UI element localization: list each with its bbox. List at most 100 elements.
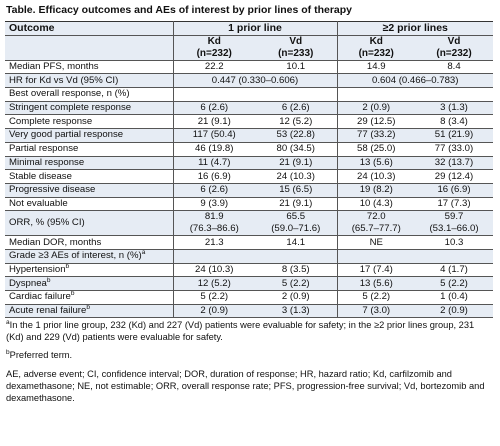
cell-vd1: 21 (9.1) — [255, 155, 338, 170]
cell-vd2: 59.7 (53.1–66.0) — [415, 210, 494, 236]
cell-vd2: 17 (7.3) — [415, 196, 494, 211]
cell-kd1: 81.9 (76.3–86.6) — [173, 210, 255, 236]
table-row-orr: ORR, % (95% CI) 81.9 (76.3–86.6) 65.5 (59.… — [5, 210, 494, 236]
row-label: Cardiac failureb — [5, 290, 174, 305]
cell-kd2: 13 (5.6) — [337, 276, 415, 291]
cell-kd1: 11 (4.7) — [173, 155, 255, 170]
cell-vd2: 16 (6.9) — [415, 182, 494, 198]
footnotes: aIn the 1 prior line group, 232 (Kd) and… — [6, 320, 492, 404]
cell-vd1: 21 (9.1) — [255, 196, 338, 211]
table-row-dyspnea: Dyspneab 12 (5.2) 5 (2.2) 13 (5.6) 5 (2.… — [5, 276, 494, 291]
cell-kd1: 22.2 — [173, 59, 255, 74]
table-row-pfs: Median PFS, months 22.2 10.1 14.9 8.4 — [5, 59, 494, 74]
cell-vd2: 3 (1.3) — [415, 100, 494, 115]
table-row-mr: Minimal response 11 (4.7) 21 (9.1) 13 (5… — [5, 155, 494, 170]
footnote-b: bPreferred term. — [6, 348, 73, 360]
cell-vd2: 5 (2.2) — [415, 276, 494, 291]
cell-vd1: 15 (6.5) — [255, 182, 338, 198]
table-row-cr: Complete response 21 (9.1) 12 (5.2) 29 (… — [5, 114, 494, 129]
cell-kd2: 17 (7.4) — [337, 262, 415, 277]
header-kd-2: Kd (n=232) — [337, 34, 415, 61]
header-row-groups: Outcome 1 prior line ≥2 prior lines — [5, 21, 494, 36]
table-row-acute-renal-failure: Acute renal failureb 2 (0.9) 3 (1.3) 7 (… — [5, 303, 494, 319]
header-vd-1: Vd (n=233) — [255, 34, 338, 61]
row-label: Very good partial response — [5, 128, 174, 143]
cell-kd1: 6 (2.6) — [173, 100, 255, 115]
cell-vd1: 8 (3.5) — [255, 262, 338, 277]
table-row-vgpr: Very good partial response 117 (50.4) 53… — [5, 128, 494, 143]
header-blank — [5, 34, 174, 61]
row-label: Stringent complete response — [5, 100, 174, 115]
row-label: Median PFS, months — [5, 59, 174, 74]
cell-kd1: 46 (19.8) — [173, 141, 255, 156]
row-label: Stable disease — [5, 169, 174, 184]
row-label: Dyspneab — [5, 276, 174, 291]
cell-kd1: 5 (2.2) — [173, 290, 255, 305]
cell-kd2: 29 (12.5) — [337, 114, 415, 129]
cell-kd2: 14.9 — [337, 59, 415, 74]
row-label: Not evaluable — [5, 196, 174, 211]
row-label: Grade ≥3 AEs of interest, n (%)a — [5, 248, 174, 264]
cell-hr-2: 0.604 (0.466–0.783) — [337, 73, 494, 88]
table-row-hypertension: Hypertensionb 24 (10.3) 8 (3.5) 17 (7.4)… — [5, 262, 494, 277]
cell-vd1: 5 (2.2) — [255, 276, 338, 291]
header-group-1-prior: 1 prior line — [173, 21, 338, 36]
cell-vd2: 1 (0.4) — [415, 290, 494, 305]
cell-kd1: 117 (50.4) — [173, 128, 255, 143]
header-outcome: Outcome — [5, 21, 174, 36]
cell-kd2: 5 (2.2) — [337, 290, 415, 305]
table-row-bor-heading: Best overall response, n (%) — [5, 87, 494, 102]
row-label: ORR, % (95% CI) — [5, 210, 174, 236]
cell-vd1: 3 (1.3) — [255, 303, 338, 319]
row-label: Median DOR, months — [5, 235, 174, 250]
cell-vd1: 14.1 — [255, 235, 338, 250]
cell-kd2: 7 (3.0) — [337, 303, 415, 319]
cell-kd2: 58 (25.0) — [337, 141, 415, 156]
cell-vd2: 2 (0.9) — [415, 303, 494, 319]
table-row-cardiac-failure: Cardiac failureb 5 (2.2) 2 (0.9) 5 (2.2)… — [5, 290, 494, 305]
header-vd-2: Vd (n=232) — [415, 34, 494, 61]
row-label: Acute renal failureb — [5, 303, 174, 319]
cell-vd2: 10.3 — [415, 235, 494, 250]
cell-kd1: 16 (6.9) — [173, 169, 255, 184]
header-group-2-prior: ≥2 prior lines — [337, 21, 494, 36]
efficacy-table: Outcome 1 prior line ≥2 prior lines Kd (n… — [5, 21, 494, 319]
row-label: Best overall response, n (%) — [5, 87, 174, 102]
header-row-arms: Kd (n=232) Vd (n=233) Kd (n=232) Vd (n=232) — [5, 34, 494, 61]
table-row-ae-heading: Grade ≥3 AEs of interest, n (%)a — [5, 248, 494, 264]
row-label: Partial response — [5, 141, 174, 156]
cell-kd1: 21 (9.1) — [173, 114, 255, 129]
cell-vd1: 53 (22.8) — [255, 128, 338, 143]
cell-vd1: 10.1 — [255, 59, 338, 74]
cell-vd2: 8 (3.4) — [415, 114, 494, 129]
cell-kd2: NE — [337, 235, 415, 250]
table-row-pr: Partial response 46 (19.8) 80 (34.5) 58 … — [5, 141, 494, 156]
cell-vd1: 65.5 (59.0–71.6) — [255, 210, 338, 236]
table-row-scr: Stringent complete response 6 (2.6) 6 (2… — [5, 100, 494, 115]
cell-vd2: 51 (21.9) — [415, 128, 494, 143]
cell-vd1: 12 (5.2) — [255, 114, 338, 129]
row-label: HR for Kd vs Vd (95% CI) — [5, 73, 174, 88]
cell-vd2: 32 (13.7) — [415, 155, 494, 170]
table-row-sd: Stable disease 16 (6.9) 24 (10.3) 24 (10… — [5, 169, 494, 184]
table-row-hr: HR for Kd vs Vd (95% CI) 0.447 (0.330–0.… — [5, 73, 494, 88]
header-kd-1: Kd (n=232) — [173, 34, 255, 61]
table-title: Table. Efficacy outcomes and AEs of inte… — [6, 4, 352, 16]
cell-vd2: 77 (33.0) — [415, 141, 494, 156]
table-row-pd: Progressive disease 6 (2.6) 15 (6.5) 19 … — [5, 182, 494, 198]
cell-kd2: 24 (10.3) — [337, 169, 415, 184]
cell-hr-1: 0.447 (0.330–0.606) — [173, 73, 338, 88]
cell-kd2: 10 (4.3) — [337, 196, 415, 211]
table-row-ne: Not evaluable 9 (3.9) 21 (9.1) 10 (4.3) … — [5, 196, 494, 211]
cell-kd1: 6 (2.6) — [173, 182, 255, 198]
cell-vd2: 29 (12.4) — [415, 169, 494, 184]
cell-vd1: 2 (0.9) — [255, 290, 338, 305]
footnote-a: aIn the 1 prior line group, 232 (Kd) and… — [6, 319, 475, 343]
cell-vd1: 80 (34.5) — [255, 141, 338, 156]
cell-vd1: 6 (2.6) — [255, 100, 338, 115]
cell-kd2: 77 (33.2) — [337, 128, 415, 143]
cell-kd2: 72.0 (65.7–77.7) — [337, 210, 415, 236]
cell-kd2: 19 (8.2) — [337, 182, 415, 198]
cell-kd1: 9 (3.9) — [173, 196, 255, 211]
